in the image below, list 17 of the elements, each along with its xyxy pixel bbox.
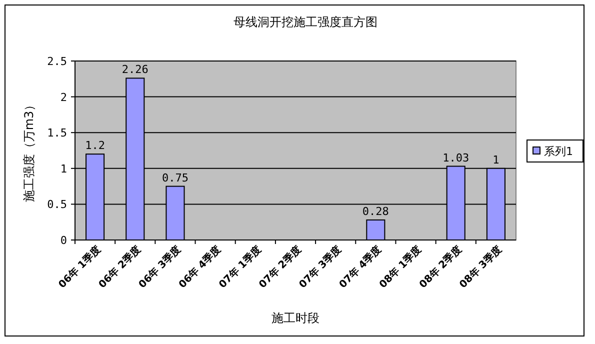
y-tick-label: 0 [60,234,67,247]
bar [366,219,386,240]
data-label: 1 [492,153,500,166]
x-axis-title: 施工时段 [272,311,320,325]
y-tick-label: 0.5 [47,198,67,212]
data-label: 1.2 [85,139,105,152]
y-tick-label: 1 [60,162,67,176]
y-axis-title: 施工强度（万m3） [22,98,36,202]
data-label: 0.75 [162,171,188,184]
data-label: 2.26 [122,63,148,76]
data-label: 0.28 [362,204,389,218]
chart-title: 母线洞开挖施工强度直方图 [234,15,378,29]
legend-label: 系列1 [544,145,573,158]
data-label: 1.03 [442,151,470,164]
y-tick-label: 1.5 [47,126,67,140]
y-tick-label: 2 [60,90,67,104]
y-tick-label: 2.5 [47,55,67,68]
